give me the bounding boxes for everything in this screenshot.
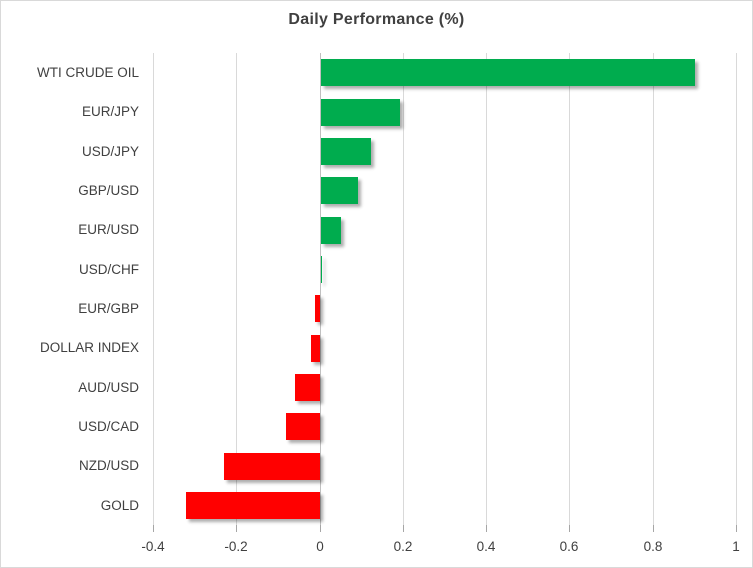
category-label-nzd-usd: NZD/USD (79, 458, 139, 474)
x-tick-mark (236, 525, 237, 532)
bar-gold (186, 491, 320, 519)
category-label-eur-gbp: EUR/GBP (78, 301, 139, 317)
x-tick-mark (736, 525, 737, 532)
bar-nzd-usd (223, 452, 320, 480)
zero-gridline (320, 53, 321, 525)
bar-eur-usd (320, 216, 342, 244)
x-tick-label: 1 (732, 539, 740, 554)
gridline (569, 53, 570, 525)
x-tick-mark (320, 525, 321, 532)
x-tick-mark (153, 525, 154, 532)
bar-wti-crude-oil (320, 59, 696, 87)
category-label-gold: GOLD (100, 497, 139, 513)
gridline (653, 53, 654, 525)
gridline (486, 53, 487, 525)
gridline (153, 53, 154, 525)
bar-aud-usd (294, 373, 320, 401)
category-label-aud-usd: AUD/USD (78, 379, 139, 395)
gridline (403, 53, 404, 525)
x-tick-mark (403, 525, 404, 532)
bar-gbp-usd (320, 177, 359, 205)
category-label-usd-cad: USD/CAD (78, 419, 139, 435)
bar-usd-chf (320, 255, 322, 283)
category-label-eur-jpy: EUR/JPY (81, 104, 139, 120)
bar-usd-jpy (320, 137, 371, 165)
x-tick-label: -0.2 (224, 539, 248, 554)
x-tick-label: 0.6 (559, 539, 579, 554)
gridline (736, 53, 737, 525)
x-tick-label: 0.8 (643, 539, 663, 554)
bar-eur-jpy (320, 98, 400, 126)
category-label-wti-crude-oil: WTI CRUDE OIL (36, 65, 139, 81)
category-label-eur-usd: EUR/USD (78, 222, 139, 238)
category-label-dollar-index: DOLLAR INDEX (39, 340, 139, 356)
bar-dollar-index (311, 334, 320, 362)
x-tick-label: 0 (316, 539, 324, 554)
category-label-gbp-usd: GBP/USD (78, 183, 139, 199)
chart-title: Daily Performance (%) (288, 11, 465, 28)
x-tick-label: -0.4 (141, 539, 165, 554)
bar-eur-gbp (315, 295, 320, 323)
category-label-usd-chf: USD/CHF (79, 261, 139, 277)
bar-usd-cad (286, 413, 320, 441)
category-label-usd-jpy: USD/JPY (81, 143, 139, 159)
x-tick-label: 0.2 (393, 539, 413, 554)
x-tick-mark (569, 525, 570, 532)
gridline (236, 53, 237, 525)
x-tick-mark (486, 525, 487, 532)
x-tick-mark (653, 525, 654, 532)
x-tick-label: 0.4 (476, 539, 496, 554)
